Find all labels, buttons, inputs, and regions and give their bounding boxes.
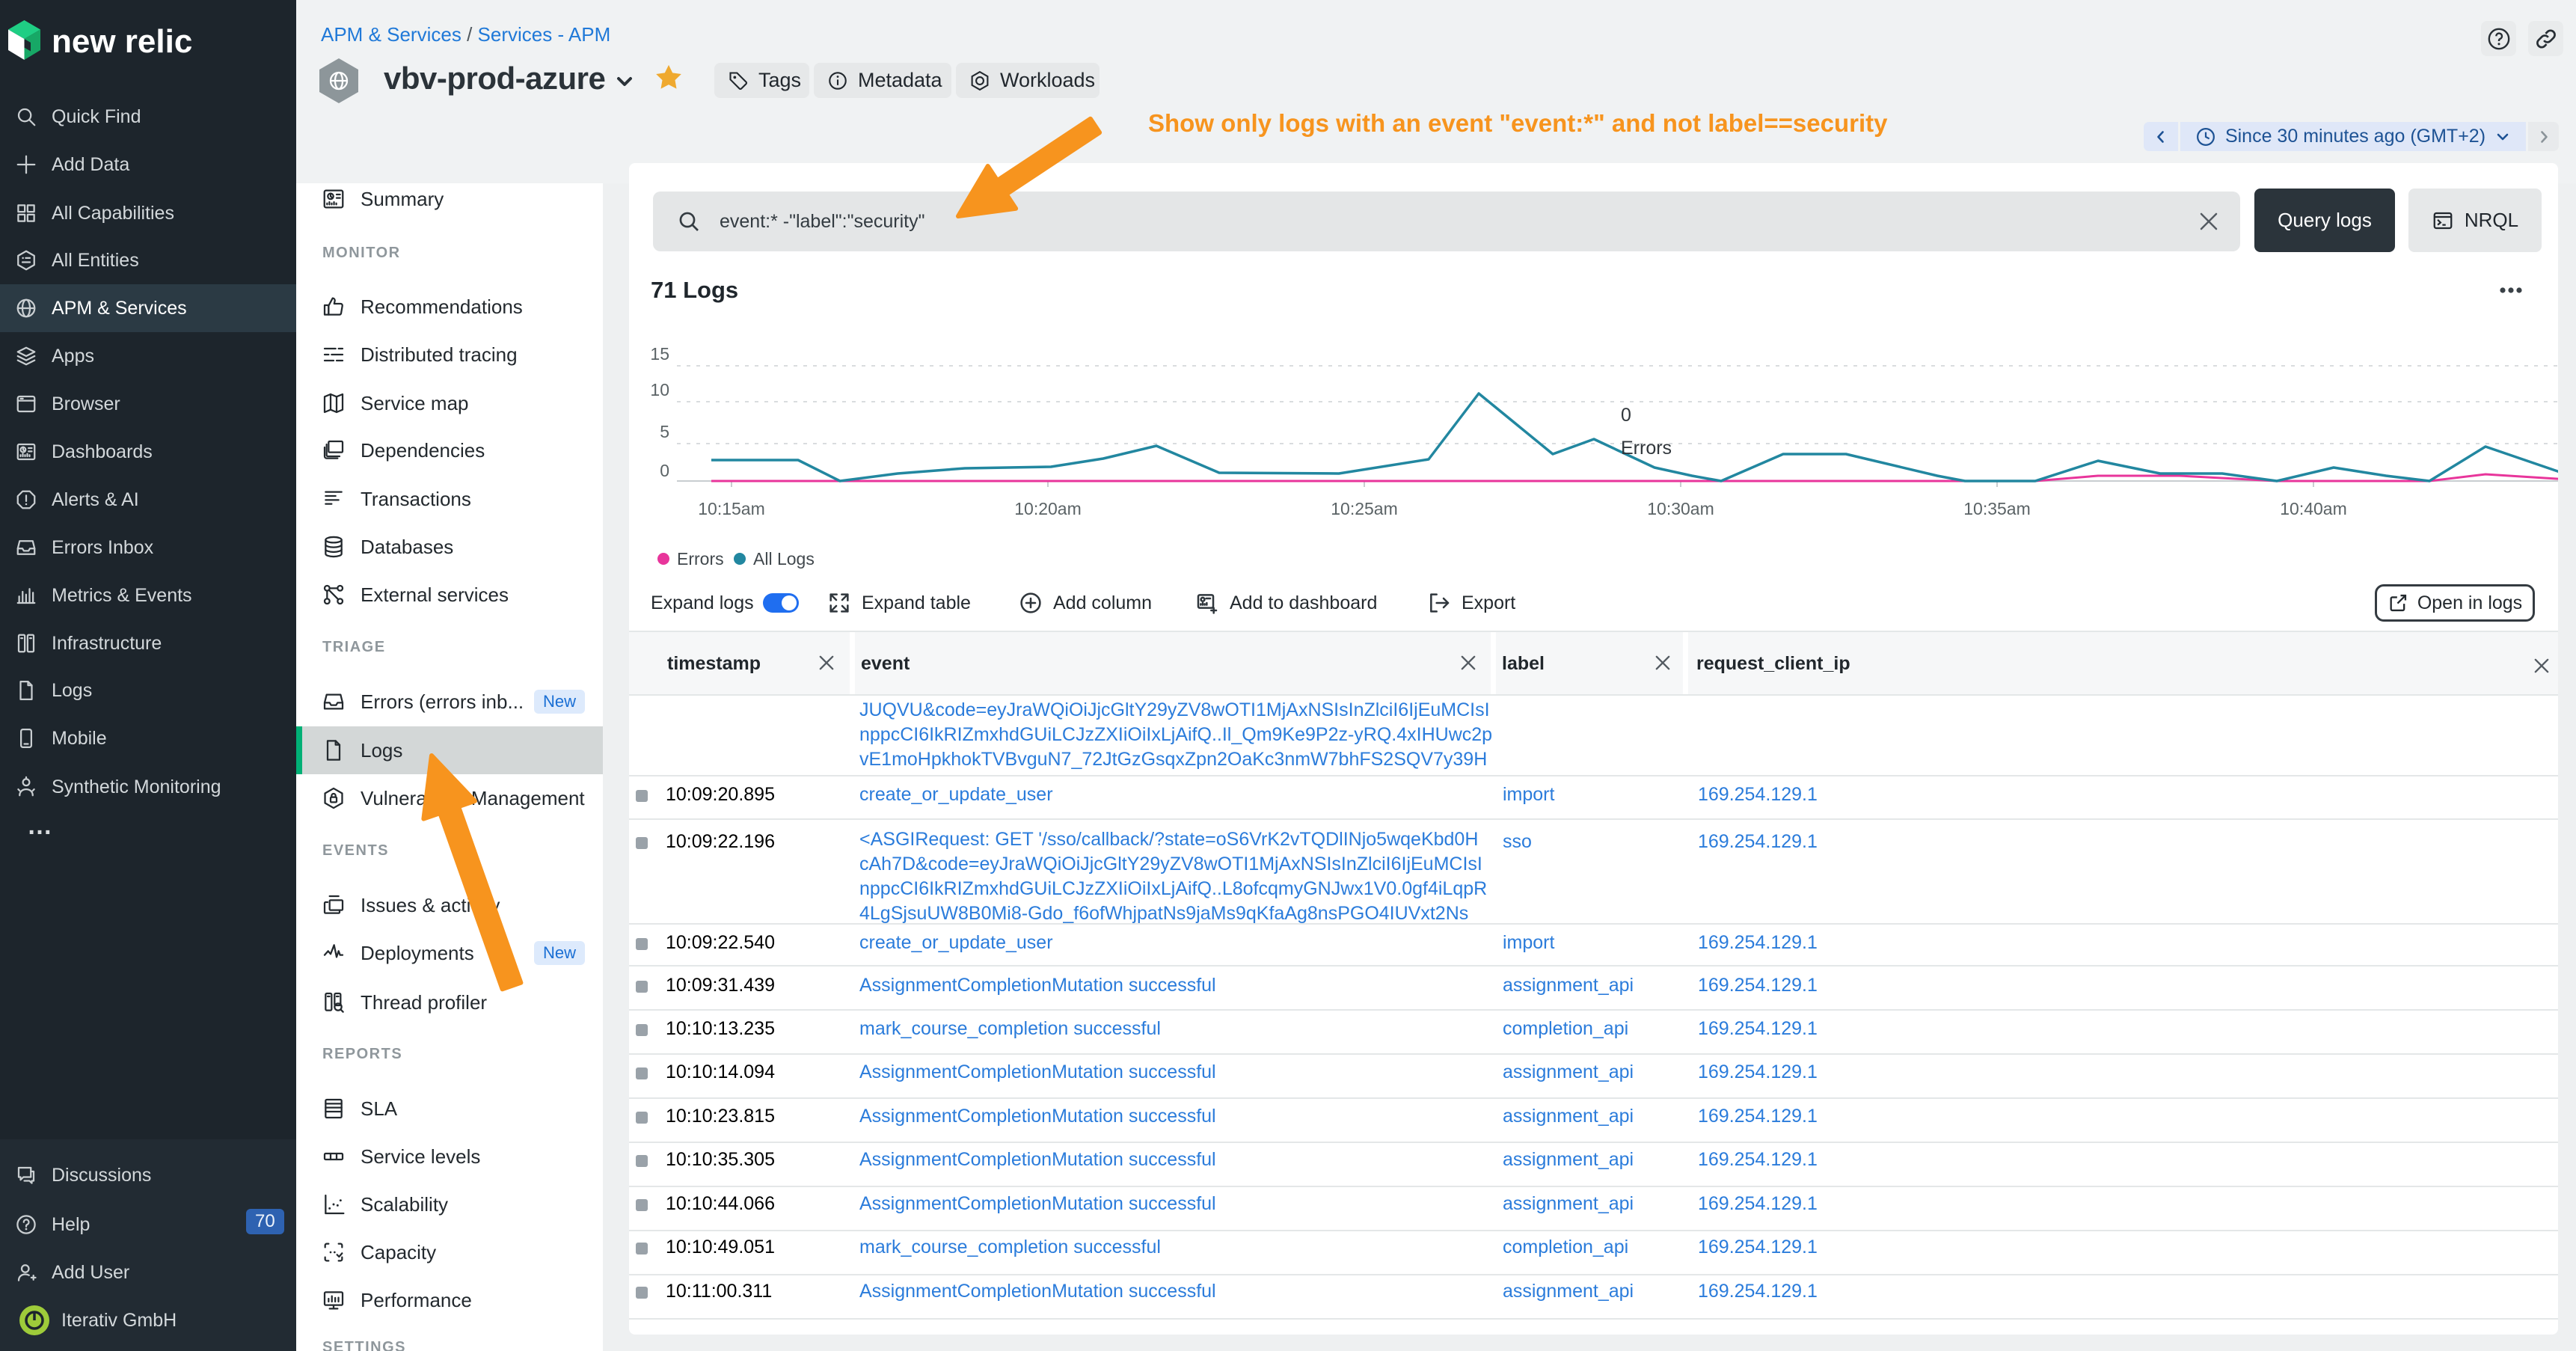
svg-text:15: 15: [650, 344, 669, 364]
svg-text:10: 10: [650, 380, 669, 399]
svg-text:10:30am: 10:30am: [1647, 499, 1714, 518]
svg-text:Errors: Errors: [1621, 438, 1672, 459]
svg-text:10:25am: 10:25am: [1331, 499, 1398, 518]
svg-text:10:35am: 10:35am: [1963, 499, 2031, 518]
svg-text:Errors: Errors: [677, 549, 724, 569]
svg-text:10:20am: 10:20am: [1014, 499, 1082, 518]
svg-text:0: 0: [1621, 405, 1631, 426]
svg-text:0: 0: [660, 461, 669, 480]
svg-text:10:40am: 10:40am: [2280, 499, 2347, 518]
svg-text:5: 5: [660, 422, 669, 441]
svg-text:10:15am: 10:15am: [698, 499, 765, 518]
svg-text:All Logs: All Logs: [753, 549, 815, 569]
